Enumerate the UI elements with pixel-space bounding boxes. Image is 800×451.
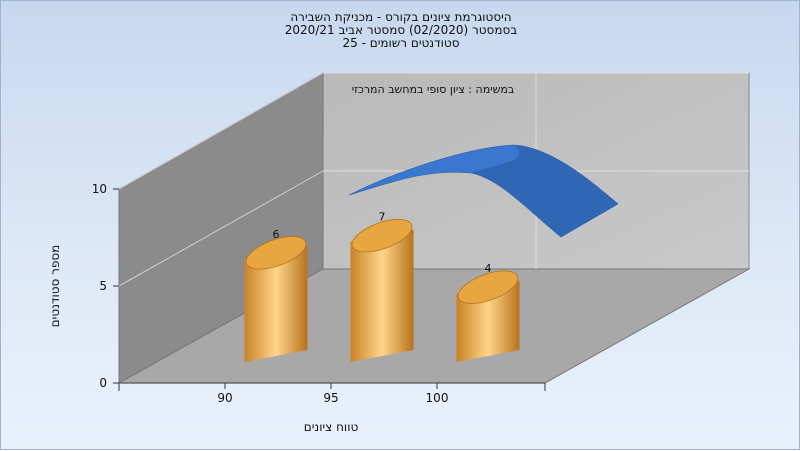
- title-line-3: סטודנטים רשומים - 25: [342, 36, 460, 50]
- chart-subtitle: במשימה : ציון סופי במחשב המרכזי: [352, 83, 515, 96]
- y-tick-label-0: 0: [99, 376, 107, 390]
- bar-body-1: [350, 229, 414, 362]
- bar-top-1: [351, 218, 413, 253]
- x-tick-label-1: 95: [323, 391, 338, 405]
- axis-ticks: 0 5 10 90 95 100: [92, 182, 546, 405]
- data-label-0: 6: [273, 228, 280, 241]
- distribution-curve: [348, 144, 619, 238]
- bar-top-2: [457, 270, 519, 304]
- x-tick-label-2: 100: [426, 391, 449, 405]
- gridline-left-1: [118, 170, 324, 287]
- bar-90: 6: [244, 228, 308, 362]
- data-label-1: 7: [379, 211, 386, 224]
- title-line-1: היסטוגרמת ציונים בקורס - מכניקת השבירה: [290, 10, 512, 24]
- curve-shade: [471, 145, 618, 237]
- chart-title: היסטוגרמת ציונים בקורס - מכניקת השבירה ב…: [1, 11, 800, 50]
- grid-layer: [118, 72, 749, 287]
- bar-100: 4: [456, 262, 520, 362]
- data-label-2: 4: [485, 262, 492, 275]
- title-line-2: בסמסטר (02/2020) סמסטר אביב 2020/21: [284, 23, 518, 37]
- bar-body-0: [244, 246, 308, 362]
- gridline-left-2: [118, 72, 324, 190]
- x-axis-label: טווח ציונים: [304, 420, 359, 434]
- bar-top-0: [245, 236, 307, 270]
- y-axis-label: מספר סטודנטים: [48, 245, 62, 328]
- x-tick-label-0: 90: [217, 391, 232, 405]
- bars-layer: 6 7 4: [244, 211, 520, 362]
- y-tick-label-1: 5: [99, 279, 107, 293]
- y-tick-label-2: 10: [92, 182, 107, 196]
- bar-95: 7: [350, 211, 414, 362]
